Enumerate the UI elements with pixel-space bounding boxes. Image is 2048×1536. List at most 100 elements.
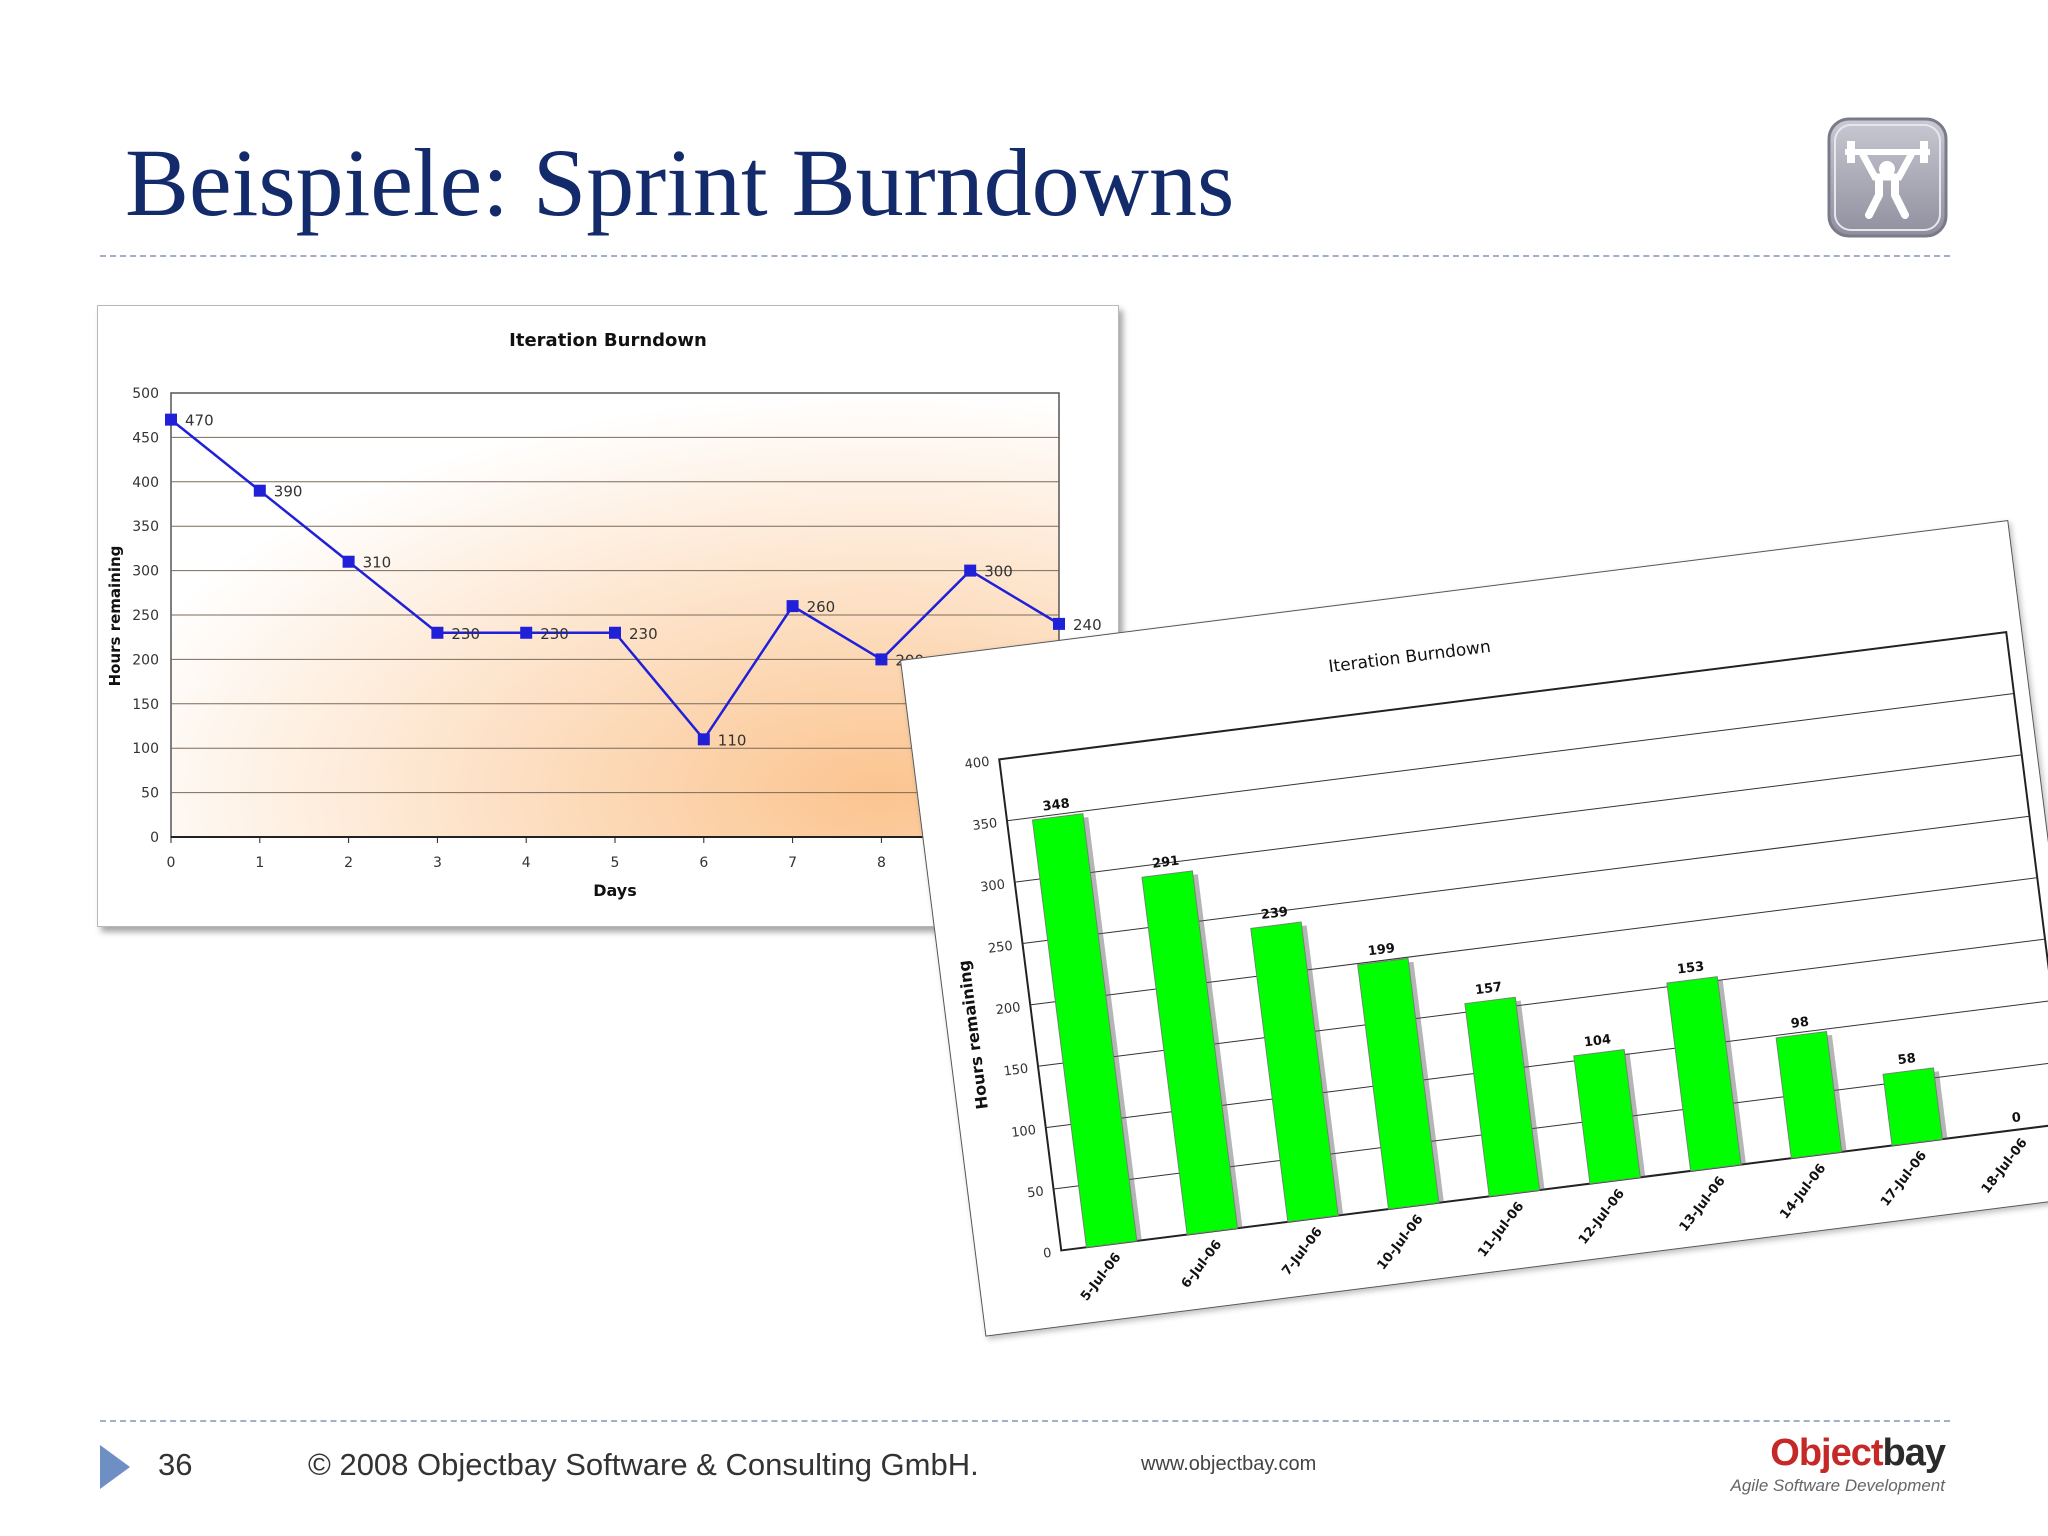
bar-chart-data-label: 58 bbox=[1897, 1051, 1917, 1068]
bar-chart-x-tick: 10-Jul-06 bbox=[1375, 1212, 1427, 1273]
line-chart-x-tick: 4 bbox=[522, 855, 531, 871]
bar-chart-bar bbox=[1250, 921, 1339, 1223]
bar-chart-bar bbox=[1573, 1049, 1641, 1185]
bar-chart-x-tick: 11-Jul-06 bbox=[1475, 1199, 1527, 1260]
weightlifter-icon bbox=[1825, 115, 1950, 240]
bar-chart-y-tick: 100 bbox=[1010, 1123, 1037, 1141]
line-chart-y-tick: 350 bbox=[132, 519, 159, 535]
brand-name-left: Object bbox=[1770, 1432, 1883, 1474]
line-chart-y-axis-label: Hours remaining bbox=[106, 546, 124, 687]
line-chart-y-tick: 0 bbox=[150, 830, 159, 846]
bar-chart-bar bbox=[1775, 1030, 1843, 1159]
line-chart-point bbox=[342, 555, 355, 568]
bar-chart-bar bbox=[1031, 813, 1138, 1248]
line-chart-x-axis-label: Days bbox=[593, 881, 637, 900]
line-chart-x-tick: 2 bbox=[344, 855, 353, 871]
line-chart-y-tick: 150 bbox=[132, 697, 159, 713]
line-chart-x-tick: 5 bbox=[611, 855, 620, 871]
bar-burndown-chart: Iteration Burndown 0 50 100 150 200 250 300 350… bbox=[900, 520, 2048, 1337]
header-divider bbox=[100, 255, 1950, 257]
line-chart-y-tick: 400 bbox=[132, 475, 159, 491]
brand-name-right: bay bbox=[1882, 1432, 1946, 1474]
bar-chart-bar bbox=[1882, 1067, 1943, 1147]
line-chart-point bbox=[1053, 617, 1065, 630]
line-chart-point bbox=[964, 564, 977, 577]
line-chart-data-label: 310 bbox=[363, 554, 392, 572]
page-number: 36 bbox=[158, 1447, 193, 1482]
bar-chart-y-tick: 350 bbox=[972, 816, 999, 834]
line-chart-data-label: 260 bbox=[807, 598, 836, 616]
line-chart-data-label: 470 bbox=[185, 412, 214, 430]
footer-arrow-icon bbox=[100, 1445, 130, 1489]
bar-chart-y-tick: 0 bbox=[1042, 1246, 1052, 1262]
bar-chart-data-label: 239 bbox=[1260, 905, 1289, 923]
bar-chart-x-tick: 6-Jul-06 bbox=[1179, 1238, 1225, 1292]
line-chart-data-label: 230 bbox=[540, 625, 569, 643]
bar-chart-x-tick: 18-Jul-06 bbox=[1979, 1136, 2031, 1197]
bar-chart-y-tick: 50 bbox=[1026, 1184, 1044, 1201]
line-chart-y-tick: 450 bbox=[132, 430, 159, 446]
line-chart-point bbox=[697, 733, 710, 746]
bar-chart-data-label: 157 bbox=[1474, 980, 1503, 998]
line-chart-y-tick: 50 bbox=[141, 786, 159, 802]
bar-chart-bar bbox=[1666, 976, 1742, 1172]
bar-chart-data-label: 0 bbox=[2011, 1110, 2022, 1126]
bar-chart-data-label: 291 bbox=[1151, 854, 1180, 872]
bar-chart-y-tick: 400 bbox=[964, 755, 991, 773]
bar-chart-data-label: 98 bbox=[1790, 1015, 1810, 1032]
objectbay-logo: Objectbay Agile Software Development bbox=[1665, 1432, 1946, 1502]
bar-chart-title: Iteration Burndown bbox=[1327, 637, 1492, 677]
line-chart-x-tick: 8 bbox=[877, 855, 886, 871]
line-chart-y-tick: 250 bbox=[132, 608, 159, 624]
bar-chart-bar bbox=[1464, 996, 1541, 1197]
line-chart-x-tick: 1 bbox=[255, 855, 264, 871]
line-chart-point bbox=[165, 413, 177, 426]
line-chart-x-tick: 3 bbox=[433, 855, 442, 871]
bar-chart-data-label: 153 bbox=[1676, 959, 1705, 977]
bar-chart-y-tick: 150 bbox=[1003, 1062, 1030, 1080]
bar-chart-y-axis-label: Hours remaining bbox=[954, 959, 992, 1110]
line-chart-data-label: 240 bbox=[1073, 616, 1102, 634]
bar-chart-bar bbox=[1141, 870, 1239, 1236]
line-chart-data-label: 110 bbox=[718, 731, 747, 749]
footer-url-link[interactable]: www.objectbay.com bbox=[1141, 1453, 1317, 1475]
bar-chart-bar bbox=[1357, 957, 1440, 1210]
bar-chart-gridline bbox=[1014, 754, 2022, 883]
bar-chart-data-label: 104 bbox=[1583, 1032, 1612, 1050]
bar-chart-y-tick: 300 bbox=[979, 877, 1006, 895]
bar-chart-x-tick: 5-Jul-06 bbox=[1078, 1250, 1124, 1304]
line-chart-y-tick: 100 bbox=[132, 741, 159, 757]
bar-chart-x-tick: 13-Jul-06 bbox=[1677, 1174, 1729, 1235]
line-chart-point bbox=[875, 653, 888, 666]
slide-title: Beispiele: Sprint Burndowns bbox=[125, 129, 1235, 236]
bar-chart-y-tick: 200 bbox=[995, 1000, 1022, 1018]
line-chart-point bbox=[786, 600, 799, 613]
copyright-text: © 2008 Objectbay Software & Consulting G… bbox=[308, 1447, 979, 1482]
line-chart-data-label: 390 bbox=[274, 483, 303, 501]
bar-chart-x-tick: 12-Jul-06 bbox=[1576, 1187, 1628, 1248]
line-chart-y-tick: 300 bbox=[132, 564, 159, 580]
line-chart-point bbox=[431, 626, 444, 639]
line-chart-data-label: 230 bbox=[629, 625, 658, 643]
line-chart-point bbox=[609, 626, 621, 639]
line-chart-data-label: 300 bbox=[984, 563, 1013, 581]
bar-chart-x-tick: 7-Jul-06 bbox=[1279, 1225, 1325, 1279]
line-chart-x-tick: 6 bbox=[699, 855, 708, 871]
line-chart-x-tick: 7 bbox=[788, 855, 797, 871]
line-chart-title: Iteration Burndown bbox=[509, 330, 707, 351]
line-chart-x-tick: 0 bbox=[167, 855, 176, 871]
line-chart-point bbox=[520, 626, 533, 639]
bar-chart-data-label: 348 bbox=[1042, 796, 1071, 814]
bar-chart-data-label: 199 bbox=[1367, 941, 1396, 959]
bar-chart-x-tick: 14-Jul-06 bbox=[1777, 1161, 1829, 1222]
bar-chart-gridline bbox=[1006, 693, 2015, 822]
bar-chart-x-tick: 17-Jul-06 bbox=[1878, 1148, 1930, 1209]
line-chart-y-tick: 500 bbox=[132, 386, 159, 402]
footer-divider bbox=[100, 1420, 1950, 1422]
line-chart-point bbox=[253, 484, 266, 497]
brand-tagline: Agile Software Development bbox=[1730, 1476, 1945, 1495]
brand-name: Objectbay bbox=[1770, 1432, 1946, 1475]
line-chart-data-label: 230 bbox=[451, 625, 480, 643]
line-chart-y-tick: 200 bbox=[132, 652, 159, 668]
bar-chart-y-tick: 250 bbox=[987, 939, 1014, 957]
